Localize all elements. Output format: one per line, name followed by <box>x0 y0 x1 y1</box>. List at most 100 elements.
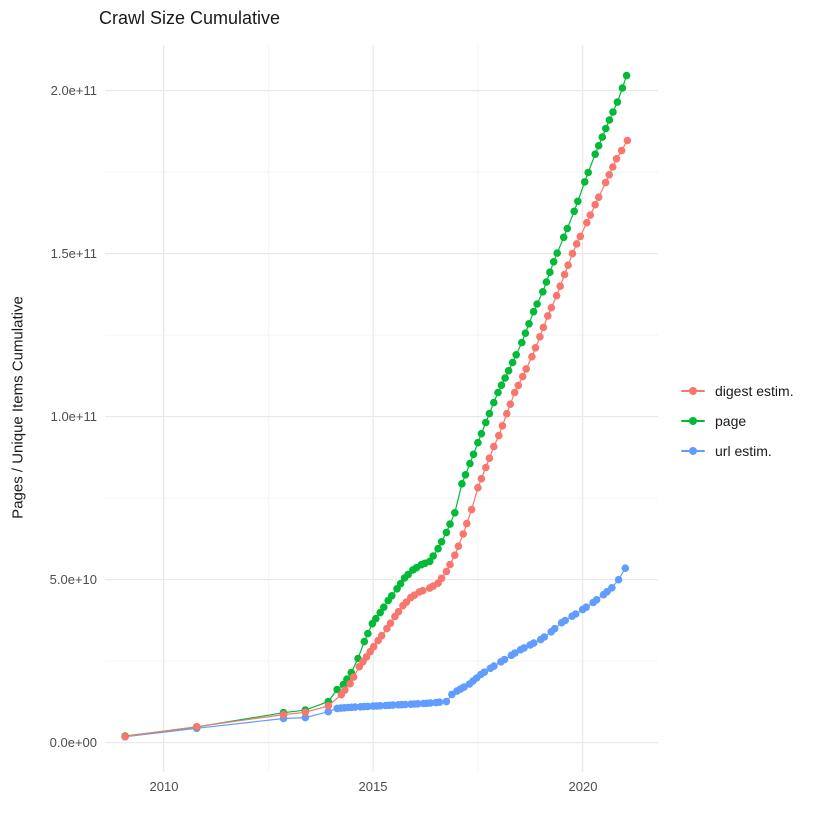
data-point-url-estim- <box>324 707 333 716</box>
data-point-page <box>396 579 405 588</box>
data-point-digest-estim- <box>386 619 395 627</box>
data-point-page <box>563 224 572 233</box>
x-tick-label-2020: 2020 <box>568 779 598 794</box>
data-point-page <box>574 197 582 206</box>
data-point-page <box>609 108 617 116</box>
legend: digest estim. page url estim. <box>681 376 794 466</box>
data-point-url-estim- <box>550 624 559 633</box>
data-point-page <box>466 459 474 468</box>
data-point-digest-estim- <box>477 474 486 483</box>
legend-key-page <box>681 414 705 428</box>
y-tick-label-2e11: 2.0e+11 <box>50 83 97 98</box>
data-point-url-estim- <box>614 575 623 584</box>
data-point-url-estim- <box>435 698 444 706</box>
y-axis-title: Pages / Unique Items Cumulative <box>9 296 27 519</box>
data-point-page <box>508 358 517 367</box>
data-point-digest-estim- <box>560 270 569 279</box>
legend-key-url-estim <box>681 444 705 458</box>
data-point-page <box>613 98 622 106</box>
legend-point-icon <box>689 447 697 455</box>
data-point-digest-estim- <box>442 567 451 576</box>
data-point-page <box>364 629 372 638</box>
data-point-page <box>451 509 459 517</box>
data-point-page <box>446 520 454 528</box>
legend-label-digest-estim: digest estim. <box>715 383 794 399</box>
data-point-page <box>380 603 388 611</box>
data-point-url-estim- <box>561 616 569 625</box>
data-point-url-estim- <box>592 596 601 604</box>
data-point-page <box>602 124 610 133</box>
data-point-page <box>533 300 541 308</box>
data-point-digest-estim- <box>583 218 591 227</box>
legend-key-digest-estim <box>681 384 705 398</box>
data-point-page <box>477 429 486 438</box>
data-point-digest-estim- <box>547 303 556 312</box>
y-tick-label-5e10: 5.0e+10 <box>49 572 97 587</box>
data-point-page <box>458 480 466 488</box>
data-point-page <box>605 116 614 124</box>
data-point-digest-estim- <box>552 291 561 300</box>
x-tick-label-2010: 2010 <box>149 779 179 794</box>
data-point-digest-estim- <box>601 178 610 187</box>
data-point-digest-estim- <box>531 344 540 352</box>
data-point-page <box>372 614 380 623</box>
data-point-page <box>434 544 442 553</box>
series-line-page <box>125 75 628 737</box>
data-point-page <box>570 207 578 216</box>
data-point-digest-estim- <box>544 312 552 320</box>
data-point-digest-estim- <box>192 722 201 731</box>
data-point-url-estim- <box>608 584 616 592</box>
data-point-page <box>553 249 561 257</box>
data-point-digest-estim- <box>539 323 548 332</box>
data-point-url-estim- <box>363 702 372 711</box>
data-point-digest-estim- <box>506 400 515 409</box>
data-point-digest-estim- <box>510 388 519 397</box>
data-point-digest-estim- <box>594 193 603 201</box>
data-point-url-estim- <box>621 564 630 572</box>
data-point-url-estim- <box>442 697 451 706</box>
data-point-digest-estim- <box>446 560 454 569</box>
data-point-digest-estim- <box>612 155 621 163</box>
data-point-digest-estim- <box>617 146 626 155</box>
data-point-digest-estim- <box>482 463 490 472</box>
data-point-page <box>580 178 589 186</box>
data-point-digest-estim- <box>301 708 310 717</box>
data-point-url-estim- <box>520 644 528 652</box>
chart-title: Crawl Size Cumulative <box>99 8 281 28</box>
data-point-digest-estim- <box>451 551 459 559</box>
data-point-page <box>497 381 506 390</box>
data-point-page <box>469 450 478 459</box>
data-point-url-estim- <box>376 702 385 710</box>
data-point-page <box>542 278 551 286</box>
data-point-page <box>429 552 438 560</box>
data-point-page <box>559 233 568 242</box>
y-tick-label-0: 0.0e+00 <box>49 735 97 750</box>
data-point-digest-estim- <box>121 732 129 741</box>
data-point-page <box>425 557 434 566</box>
data-point-page <box>461 471 470 479</box>
data-point-page <box>618 84 627 92</box>
data-point-digest-estim- <box>459 530 468 538</box>
data-point-digest-estim- <box>383 624 391 633</box>
data-point-digest-estim- <box>623 136 632 145</box>
legend-label-page: page <box>715 413 747 429</box>
data-point-page <box>333 685 341 694</box>
data-point-page <box>521 329 530 338</box>
data-point-page <box>512 351 520 359</box>
data-point-digest-estim- <box>586 211 595 219</box>
data-point-url-estim- <box>571 610 580 618</box>
y-tick-label-1e11: 1.0e+11 <box>50 409 97 424</box>
data-point-page <box>518 338 526 347</box>
data-point-page <box>490 398 498 407</box>
data-point-page <box>482 418 490 427</box>
data-point-page <box>442 528 451 537</box>
data-point-digest-estim- <box>437 574 446 583</box>
data-point-url-estim- <box>351 703 359 711</box>
data-point-digest-estim- <box>341 686 349 694</box>
data-point-page <box>546 268 554 277</box>
data-point-page <box>376 608 385 617</box>
data-point-page <box>485 409 494 418</box>
data-point-page <box>504 366 513 375</box>
